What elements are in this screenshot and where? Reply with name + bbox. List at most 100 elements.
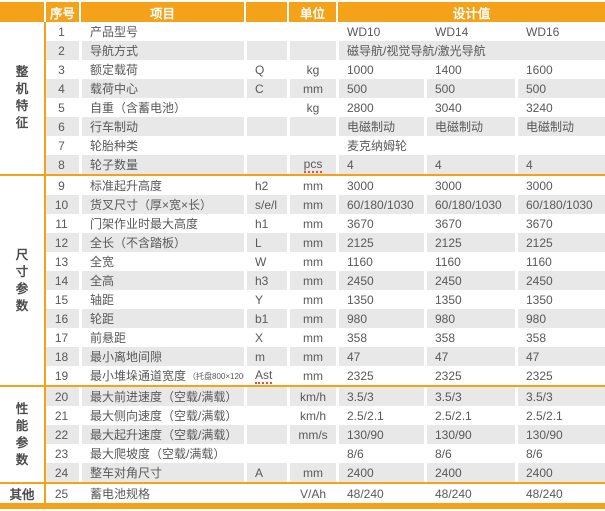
row-no-cell: 23 — [44, 444, 79, 463]
value-wd14-cell: 1400 — [424, 60, 515, 79]
item-cell: 蓄电池规格 — [79, 484, 244, 503]
symbol-cell: A — [244, 463, 287, 482]
value-wd10-cell: 3670 — [336, 214, 424, 233]
row-no-cell: 24 — [44, 463, 79, 482]
value-wd16-cell: 500 — [515, 79, 605, 98]
unit-cell: mm/s — [287, 425, 336, 444]
unit-cell: V/Ah — [287, 484, 336, 503]
symbol-cell — [244, 444, 287, 463]
unit-cell — [287, 444, 336, 463]
value-wd14-cell: 8/6 — [424, 444, 515, 463]
unit-cell: mm — [287, 290, 336, 309]
row-no-cell: 9 — [44, 176, 79, 195]
value-wd10-cell: 1160 — [336, 252, 424, 271]
value-wd16-cell: 3670 — [515, 214, 605, 233]
symbol-cell: s/e/l — [244, 195, 287, 214]
unit-cell: mm — [287, 328, 336, 347]
value-wd10-cell: 980 — [336, 309, 424, 328]
symbol-cell — [244, 117, 287, 136]
spec-row: 18 最小离地间隙 m mm 47 47 47 — [44, 347, 605, 366]
item-cell: 最小堆垛通道宽度（托盘800×1200） — [79, 366, 244, 385]
item-cell: 整车对角尺寸 — [79, 463, 244, 482]
symbol-cell — [244, 155, 287, 174]
row-no-cell: 22 — [44, 425, 79, 444]
item-cell: 最大起升速度（空载/满载） — [79, 425, 244, 444]
item-cell: 全宽 — [79, 252, 244, 271]
item-cell: 最小离地间隙 — [79, 347, 244, 366]
value-wd16-cell: 2325 — [515, 366, 605, 385]
row-no-cell: 1 — [44, 22, 79, 41]
spec-row: 20 最大前进速度（空载/满载） km/h 3.5/3 3.5/3 3.5/3 — [44, 387, 605, 406]
value-wd16-cell: 980 — [515, 309, 605, 328]
value-wd16-cell: 3240 — [515, 98, 605, 117]
category-label: 尺寸参数 — [15, 247, 29, 313]
spec-section: 其他 25 蓄电池规格 V/Ah 48/240 48/240 48/240 — [0, 482, 605, 503]
value-wd14-cell: 500 — [424, 79, 515, 98]
value-wd14-cell: 130/90 — [424, 425, 515, 444]
unit-cell: mm — [287, 195, 336, 214]
item-cell: 轮子数量 — [79, 155, 244, 174]
header-design-cell: 设计值 — [336, 2, 605, 22]
unit-cell: mm — [287, 309, 336, 328]
symbol-cell: C — [244, 79, 287, 98]
row-no-cell: 21 — [44, 406, 79, 425]
value-wd14-cell: 3040 — [424, 98, 515, 117]
symbol-cell — [244, 406, 287, 425]
row-no-cell: 8 — [44, 155, 79, 174]
symbol-cell: h1 — [244, 214, 287, 233]
symbol-cell: Q — [244, 60, 287, 79]
value-wd10-cell: 3.5/3 — [336, 387, 424, 406]
value-wd10-cell: 3000 — [336, 176, 424, 195]
unit-cell: mm — [287, 176, 336, 195]
value-wd14-cell: 48/240 — [424, 484, 515, 503]
value-wd14-cell: 4 — [424, 155, 515, 174]
value-wd10-cell: 4 — [336, 155, 424, 174]
spec-row: 11 门架作业时最大高度 h1 mm 3670 3670 3670 — [44, 214, 605, 233]
item-cell: 自重（含蓄电池） — [79, 98, 244, 117]
category-label: 其他 — [9, 488, 35, 502]
item-cell: 标准起升高度 — [79, 176, 244, 195]
value-wd10-cell: 358 — [336, 328, 424, 347]
symbol-cell — [244, 425, 287, 444]
symbol-cell: X — [244, 328, 287, 347]
row-no-cell: 10 — [44, 195, 79, 214]
value-wd16-cell: 48/240 — [515, 484, 605, 503]
value-wd16-cell: 2.5/2.1 — [515, 406, 605, 425]
value-wd16-cell: 4 — [515, 155, 605, 174]
section-rows: 1 产品型号 WD10 WD14 WD16 2 导航方式 磁导航/视觉导航/激光导航 3 额定载荷… — [44, 22, 605, 174]
spec-row: 7 轮胎种类 麦克纳姆轮 — [44, 136, 605, 155]
item-cell: 全长（不含踏板） — [79, 233, 244, 252]
section-rows: 25 蓄电池规格 V/Ah 48/240 48/240 48/240 — [44, 484, 605, 503]
item-cell: 最大侧向速度（空载/满载） — [79, 406, 244, 425]
item-cell: 货叉尺寸（厚×宽×长） — [79, 195, 244, 214]
unit-cell: mm — [287, 463, 336, 482]
row-no-cell: 14 — [44, 271, 79, 290]
value-wd10-cell: 2325 — [336, 366, 424, 385]
unit-cell: kg — [287, 98, 336, 117]
item-cell: 最大前进速度（空载/满载） — [79, 387, 244, 406]
unit-cell — [287, 41, 336, 60]
value-wd16-cell: 1600 — [515, 60, 605, 79]
value-wd14-cell: 980 — [424, 309, 515, 328]
item-cell: 导航方式 — [79, 41, 244, 60]
row-no-cell: 16 — [44, 309, 79, 328]
value-wd14-cell: 60/180/1030 — [424, 195, 515, 214]
item-cell: 轮胎种类 — [79, 136, 244, 155]
value-wd16-cell: 电磁制动 — [515, 117, 605, 136]
item-cell: 额定载荷 — [79, 60, 244, 79]
unit-cell: mm — [287, 347, 336, 366]
table-body: 整机特征 1 产品型号 WD10 WD14 WD16 2 导航方式 磁导航/视觉导航/激光导航 3… — [0, 22, 605, 503]
unit-cell: mm — [287, 214, 336, 233]
header-item-cell: 项目 — [79, 2, 244, 22]
unit-cell: mm — [287, 252, 336, 271]
value-wd10-cell: WD10 — [336, 22, 424, 41]
item-cell: 门架作业时最大高度 — [79, 214, 244, 233]
row-no-cell: 4 — [44, 79, 79, 98]
value-wd14-cell: 2125 — [424, 233, 515, 252]
spec-row: 10 货叉尺寸（厚×宽×长） s/e/l mm 60/180/1030 60/180/10… — [44, 195, 605, 214]
item-cell: 全高 — [79, 271, 244, 290]
row-no-cell: 12 — [44, 233, 79, 252]
